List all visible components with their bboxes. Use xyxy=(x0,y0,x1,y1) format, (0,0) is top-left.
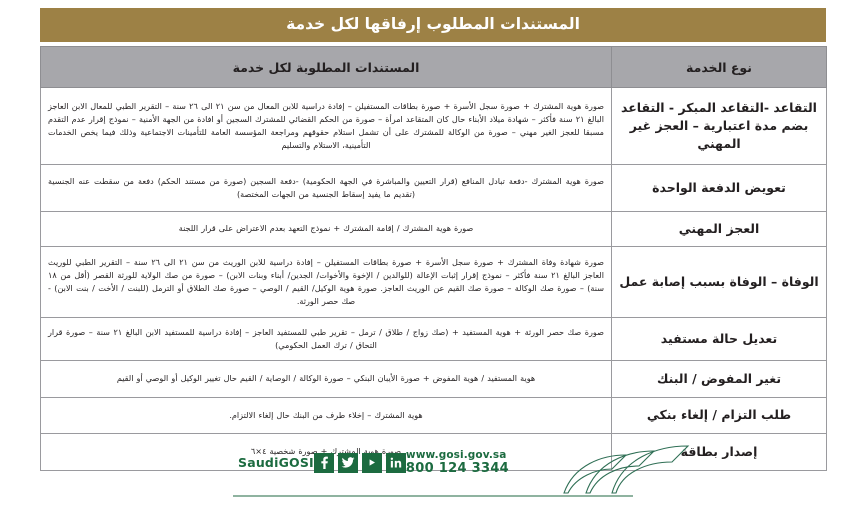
table-row: الوفاة – الوفاة بسبب إصابة عمل صورة شهاد… xyxy=(40,246,827,318)
linkedin-icon[interactable] xyxy=(385,452,406,473)
service-name: الوفاة – الوفاة بسبب إصابة عمل xyxy=(611,246,827,318)
service-documents: هوية المشترك – إخلاء طرف من البنك حال إل… xyxy=(40,397,612,434)
service-documents: صورة هوية المشترك + صورة سجل الأسرة + صو… xyxy=(40,87,612,165)
column-header-service: نوع الخدمة xyxy=(611,46,827,88)
contact-block: www.gosi.gov.sa 800 124 3344 xyxy=(406,449,509,477)
service-documents: هوية المستفيد / هوية المفوض + صورة الأيب… xyxy=(40,360,612,398)
service-documents: صورة هوية المشترك -دفعة تبادل المنافع (ق… xyxy=(40,164,612,212)
social-handle: SaudiGOSI xyxy=(238,455,314,471)
required-documents-table: نوع الخدمة المستندات المطلوبة لكل خدمة ا… xyxy=(40,46,827,471)
website-link[interactable]: www.gosi.gov.sa xyxy=(405,449,507,461)
table-row: تعويض الدفعة الواحدة صورة هوية المشترك -… xyxy=(40,164,827,212)
table-row: تغير المفوض / البنك هوية المستفيد / هوية… xyxy=(40,360,827,398)
page-title: المستندات المطلوب إرفاقها لكل خدمة xyxy=(286,15,580,34)
service-documents: صورة هوية المشترك / إقامة المشترك + نموذ… xyxy=(40,211,612,247)
footer-contact-and-social: www.gosi.gov.sa 800 124 3344 xyxy=(228,449,525,477)
table-row: التقاعد -التقاعد المبكر - التقاعد بضم مد… xyxy=(40,87,827,165)
table-row: تعديل حالة مستفيد صورة صك حصر الورثة + ه… xyxy=(40,317,827,361)
service-name: تغير المفوض / البنك xyxy=(611,360,827,398)
service-name: طلب التزام / إلغاء بنكي xyxy=(611,397,827,434)
table-row: طلب التزام / إلغاء بنكي هوية المشترك – إ… xyxy=(40,397,827,434)
table-row: إصدار بطاقة صورة هوية المشترك + صورة شخص… xyxy=(40,433,827,471)
service-documents: صورة شهادة وفاة المشترك + صورة سجل الأسر… xyxy=(40,246,612,318)
service-documents: صورة هوية المشترك + صورة شخصية ٤×٦ xyxy=(40,433,612,471)
page-footer: www.gosi.gov.sa 800 124 3344 xyxy=(0,441,866,511)
service-name: التقاعد -التقاعد المبكر - التقاعد بضم مد… xyxy=(611,87,827,165)
service-name: العجز المهني xyxy=(611,211,827,247)
facebook-icon[interactable] xyxy=(313,452,334,473)
gosi-logo-icon xyxy=(563,445,690,494)
service-name: إصدار بطاقة xyxy=(611,433,827,471)
table-header-row: نوع الخدمة المستندات المطلوبة لكل خدمة xyxy=(40,46,827,88)
table-row: العجز المهني صورة هوية المشترك / إقامة ا… xyxy=(40,211,827,247)
phone-number: 800 124 3344 xyxy=(405,461,510,477)
youtube-icon[interactable] xyxy=(361,452,382,473)
page-title-bar: المستندات المطلوب إرفاقها لكل خدمة xyxy=(40,8,826,42)
twitter-icon[interactable] xyxy=(337,452,358,473)
social-links xyxy=(313,452,406,473)
service-documents: صورة صك حصر الورثة + هوية المستفيد + (صك… xyxy=(40,317,612,361)
service-name: تعويض الدفعة الواحدة xyxy=(611,164,827,212)
service-name: تعديل حالة مستفيد xyxy=(611,317,827,361)
column-header-documents: المستندات المطلوبة لكل خدمة xyxy=(40,46,612,88)
footer-divider xyxy=(233,495,633,497)
